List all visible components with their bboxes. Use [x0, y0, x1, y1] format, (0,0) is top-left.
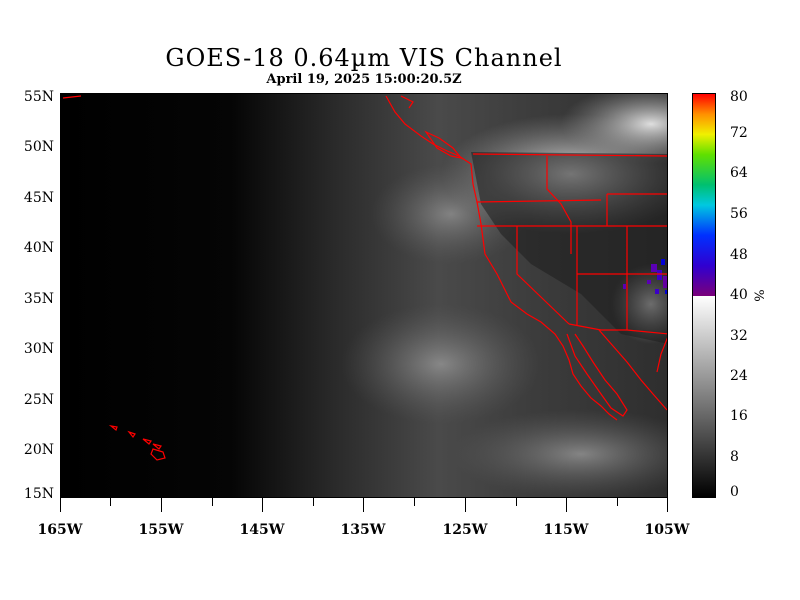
lon-tick — [110, 498, 111, 506]
lat-label-20n: 20N — [23, 442, 54, 458]
lon-label-115w: 115W — [543, 522, 589, 538]
political-boundaries — [62, 95, 667, 461]
lon-tick — [60, 498, 61, 512]
lon-tick — [262, 498, 263, 512]
lon-label-105w: 105W — [644, 522, 690, 538]
image-timestamp: April 19, 2025 15:00:20.5Z — [266, 72, 462, 87]
colorbar-label: 24 — [730, 368, 748, 384]
lon-label-165w: 165W — [37, 522, 83, 538]
lat-label-15n: 15N — [23, 486, 54, 502]
lon-tick — [414, 498, 415, 506]
lon-label-155w: 155W — [138, 522, 184, 538]
colorbar-label: 80 — [730, 89, 748, 105]
lon-tick — [617, 498, 618, 506]
lat-label-50n: 50N — [23, 139, 54, 155]
lon-tick — [667, 498, 668, 512]
colorbar-label: 40 — [730, 287, 748, 303]
lat-label-40n: 40N — [23, 240, 54, 256]
colorbar-unit: % — [750, 289, 766, 302]
lon-tick — [465, 498, 466, 512]
lon-label-125w: 125W — [442, 522, 488, 538]
cold-cloud-pixels — [623, 259, 667, 294]
lat-label-45n: 45N — [23, 190, 54, 206]
lat-label-30n: 30N — [23, 341, 54, 357]
lon-tick — [313, 498, 314, 506]
lon-label-145w: 145W — [239, 522, 285, 538]
lat-label-25n: 25N — [23, 392, 54, 408]
lon-tick — [516, 498, 517, 506]
lon-tick — [566, 498, 567, 512]
lat-label-35n: 35N — [23, 291, 54, 307]
lon-tick — [363, 498, 364, 512]
satellite-imagery — [61, 94, 667, 497]
colorbar — [692, 93, 716, 498]
lon-tick — [212, 498, 213, 506]
colorbar-label: 72 — [730, 125, 748, 141]
colorbar-label: 32 — [730, 328, 748, 344]
colorbar-label: 56 — [730, 206, 748, 222]
colorbar-label: 0 — [730, 484, 739, 500]
colorbar-label: 48 — [730, 247, 748, 263]
colorbar-label: 16 — [730, 408, 748, 424]
lat-label-55n: 55N — [23, 89, 54, 105]
lon-tick — [161, 498, 162, 512]
colorbar-label: 64 — [730, 165, 748, 181]
lon-label-135w: 135W — [340, 522, 386, 538]
satellite-map-panel — [60, 93, 668, 498]
colorbar-label: 8 — [730, 449, 739, 465]
image-title: GOES-18 0.64µm VIS Channel — [165, 44, 563, 72]
